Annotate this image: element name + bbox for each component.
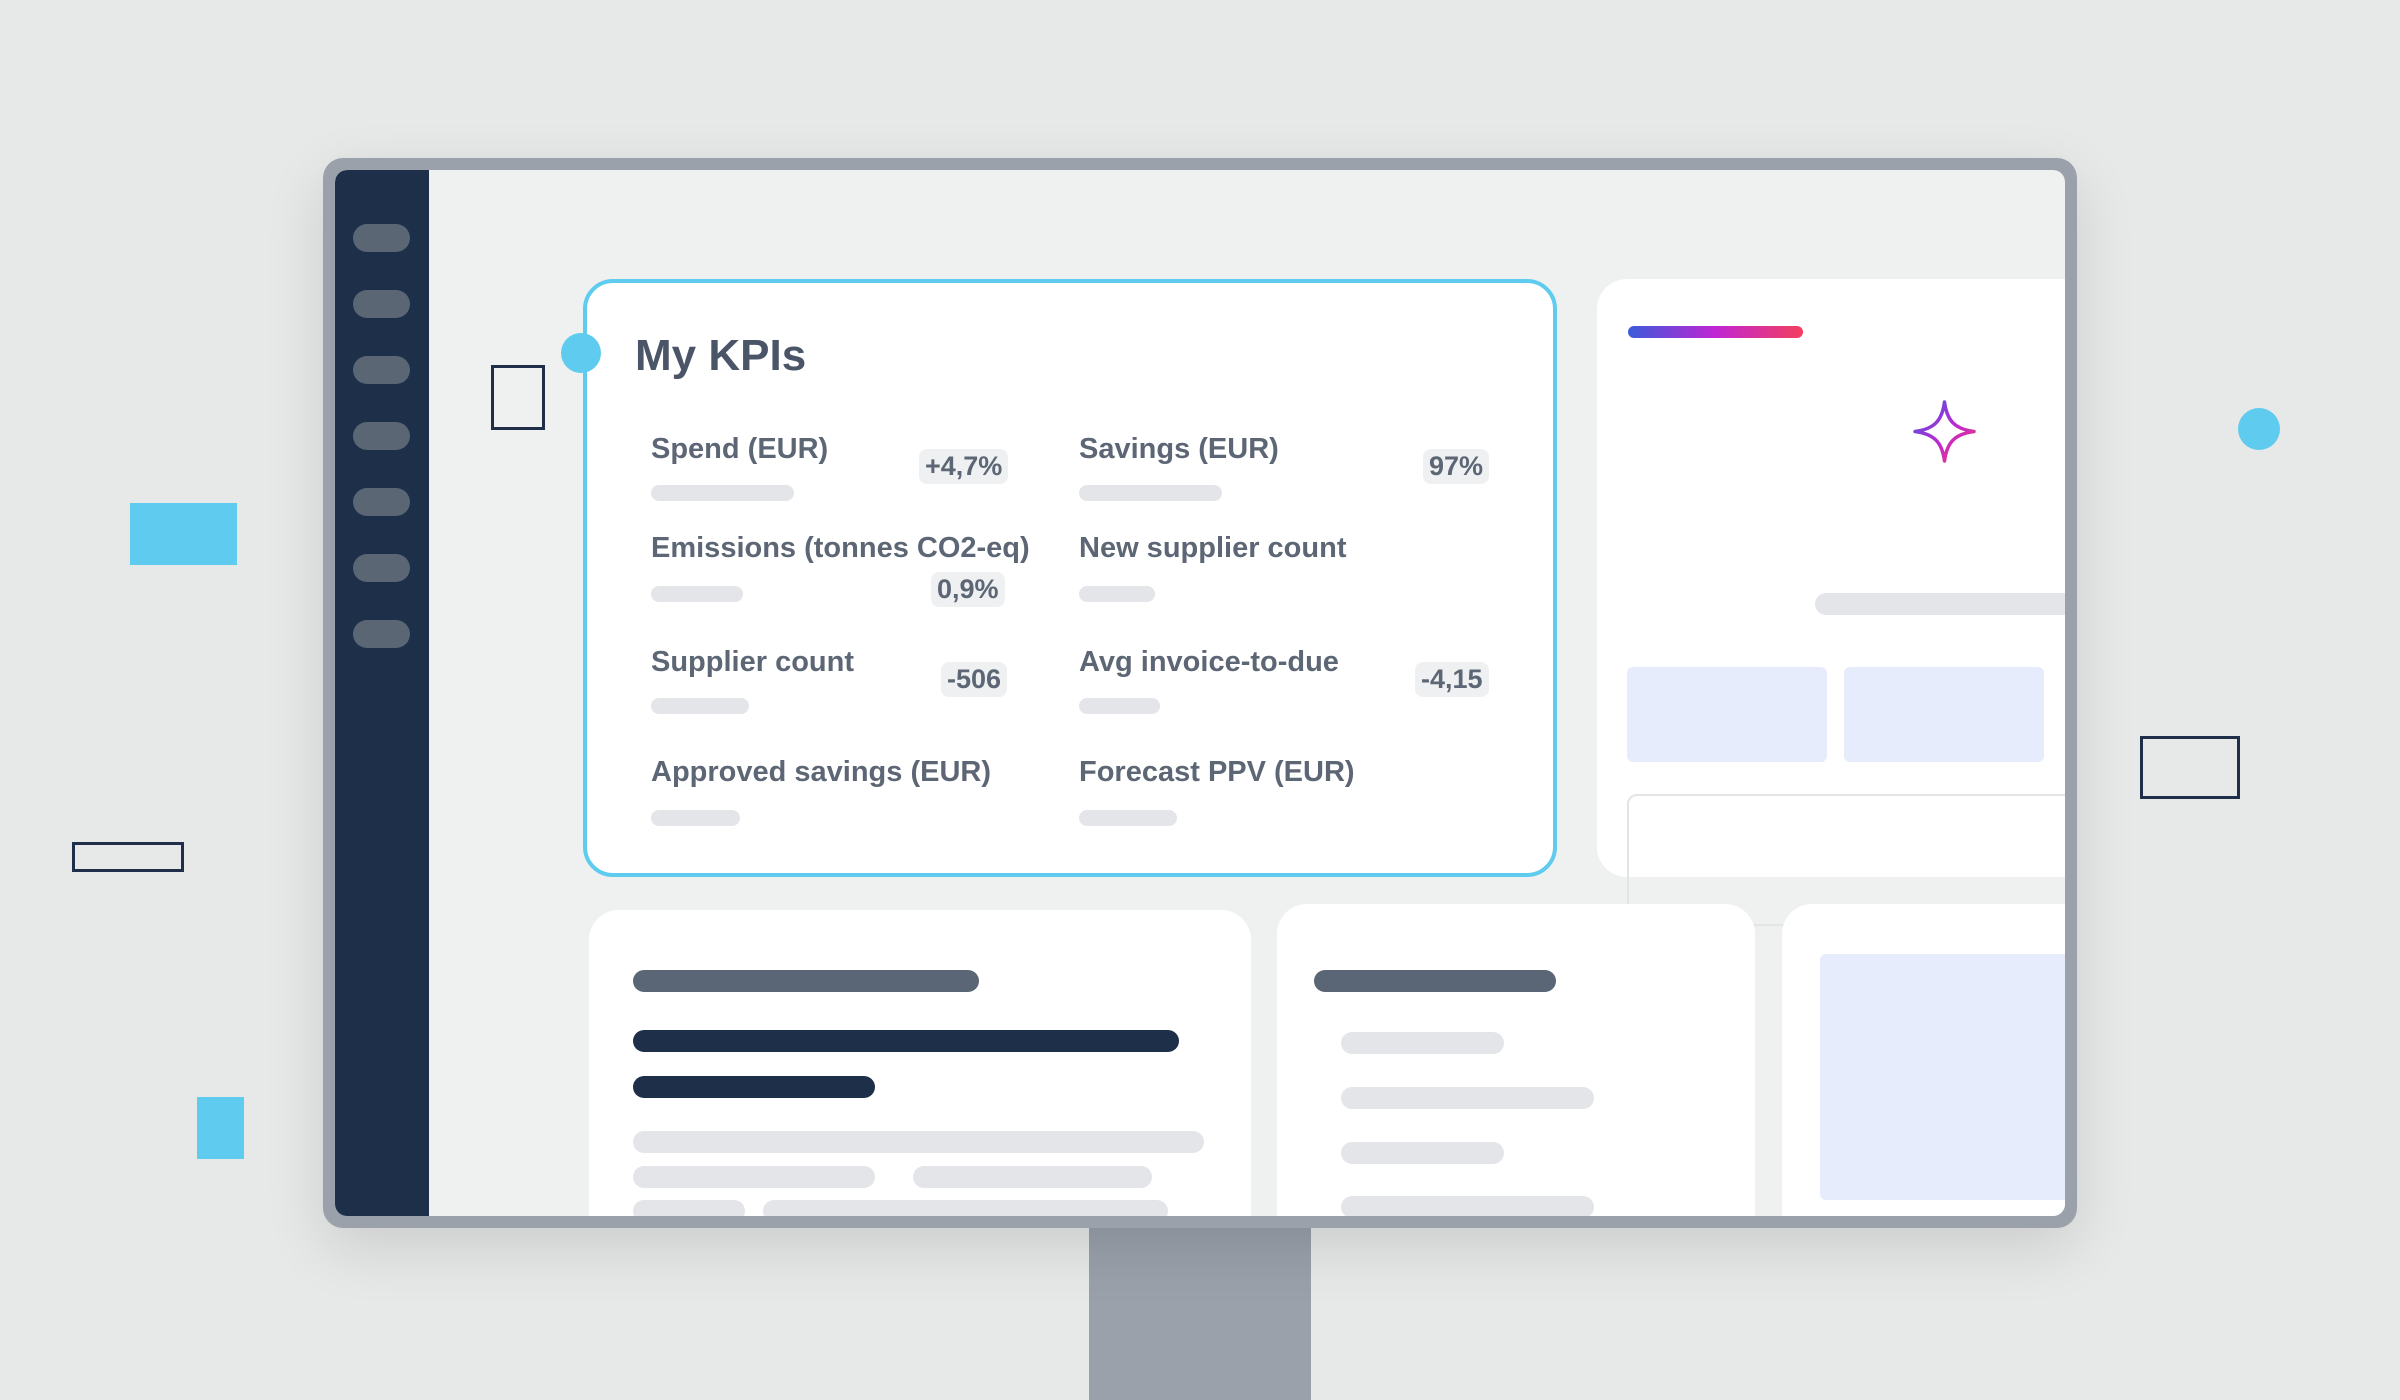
text-placeholder [1815, 593, 2065, 615]
kpi-item-spend[interactable]: Spend (EUR) +4,7% [651, 433, 1031, 513]
sidebar-item[interactable] [353, 224, 410, 252]
text-placeholder [913, 1166, 1152, 1188]
kpi-label: Avg invoice-to-due [1079, 646, 1339, 678]
card-heading-placeholder [1314, 970, 1556, 992]
kpi-value-placeholder [651, 810, 740, 826]
decorative-outline-rectangle [2140, 736, 2240, 799]
sidebar-item[interactable] [353, 422, 410, 450]
sidebar-item[interactable] [353, 290, 410, 318]
kpi-change-badge: 97% [1423, 449, 1490, 484]
content-card[interactable] [1782, 904, 2065, 1216]
suggestion-tile[interactable] [1844, 667, 2044, 762]
kpi-item-approved-savings[interactable]: Approved savings (EUR) [651, 756, 1031, 836]
text-placeholder [763, 1200, 1168, 1216]
kpi-item-avg-invoice-to-due[interactable]: Avg invoice-to-due -4,15 [1079, 646, 1489, 726]
kpi-value-placeholder [651, 698, 749, 714]
content-card[interactable] [1277, 904, 1755, 1216]
text-placeholder [1341, 1196, 1594, 1216]
text-placeholder [633, 1030, 1179, 1052]
card-heading-placeholder [633, 970, 979, 992]
kpi-value-placeholder [1079, 485, 1222, 501]
app-screen: My KPIs Spend (EUR) +4,7% Savings (EUR) … [335, 170, 2065, 1216]
gradient-accent-bar [1628, 326, 1803, 338]
kpi-change-badge: 0,9% [931, 572, 1005, 607]
kpi-label: Emissions (tonnes CO2-eq) [651, 532, 1030, 564]
image-placeholder [1820, 954, 2065, 1200]
text-placeholder [633, 1200, 745, 1216]
kpi-change-badge: -506 [941, 662, 1008, 697]
text-placeholder [633, 1166, 875, 1188]
sidebar [335, 170, 429, 1216]
content-card[interactable] [589, 910, 1251, 1216]
text-placeholder [633, 1131, 1204, 1153]
sidebar-item[interactable] [353, 356, 410, 384]
kpi-value-placeholder [1079, 586, 1155, 602]
kpi-label: New supplier count [1079, 532, 1347, 564]
decorative-dot [2238, 408, 2280, 450]
text-placeholder [633, 1076, 875, 1098]
kpi-marker-dot [561, 333, 601, 373]
kpi-label: Approved savings (EUR) [651, 756, 991, 788]
assistant-card[interactable] [1597, 279, 2065, 926]
kpi-label: Savings (EUR) [1079, 433, 1279, 465]
text-placeholder [1341, 1142, 1504, 1164]
kpi-value-placeholder [1079, 810, 1177, 826]
suggestion-tile[interactable] [1627, 667, 1827, 762]
kpi-title: My KPIs [635, 331, 807, 380]
monitor-frame: My KPIs Spend (EUR) +4,7% Savings (EUR) … [323, 158, 2077, 1228]
kpi-label: Spend (EUR) [651, 433, 829, 465]
kpi-item-new-supplier-count[interactable]: New supplier count [1079, 532, 1459, 612]
decorative-blue-rectangle [197, 1097, 244, 1159]
kpi-item-forecast-ppv[interactable]: Forecast PPV (EUR) [1079, 756, 1459, 836]
kpi-value-placeholder [651, 485, 794, 501]
kpi-value-placeholder [651, 586, 743, 602]
kpi-change-badge: -4,15 [1415, 662, 1489, 697]
sidebar-item[interactable] [353, 620, 410, 648]
kpi-item-supplier-count[interactable]: Supplier count -506 [651, 646, 1031, 726]
kpi-change-badge: +4,7% [919, 449, 1009, 484]
kpi-label: Forecast PPV (EUR) [1079, 756, 1355, 788]
kpi-label: Supplier count [651, 646, 854, 678]
monitor-stand [1089, 1224, 1311, 1400]
text-placeholder [1341, 1087, 1594, 1109]
decorative-blue-rectangle [130, 503, 237, 565]
decorative-outline-rectangle [491, 365, 545, 430]
decorative-outline-rectangle [72, 842, 184, 872]
sidebar-item[interactable] [353, 554, 410, 582]
sparkle-icon [1913, 400, 1976, 463]
kpi-card[interactable]: My KPIs Spend (EUR) +4,7% Savings (EUR) … [561, 279, 1557, 877]
sidebar-item[interactable] [353, 488, 410, 516]
kpi-item-savings[interactable]: Savings (EUR) 97% [1079, 433, 1490, 513]
kpi-item-emissions[interactable]: Emissions (tonnes CO2-eq) 0,9% [651, 532, 1031, 612]
kpi-value-placeholder [1079, 698, 1160, 714]
text-placeholder [1341, 1032, 1504, 1054]
